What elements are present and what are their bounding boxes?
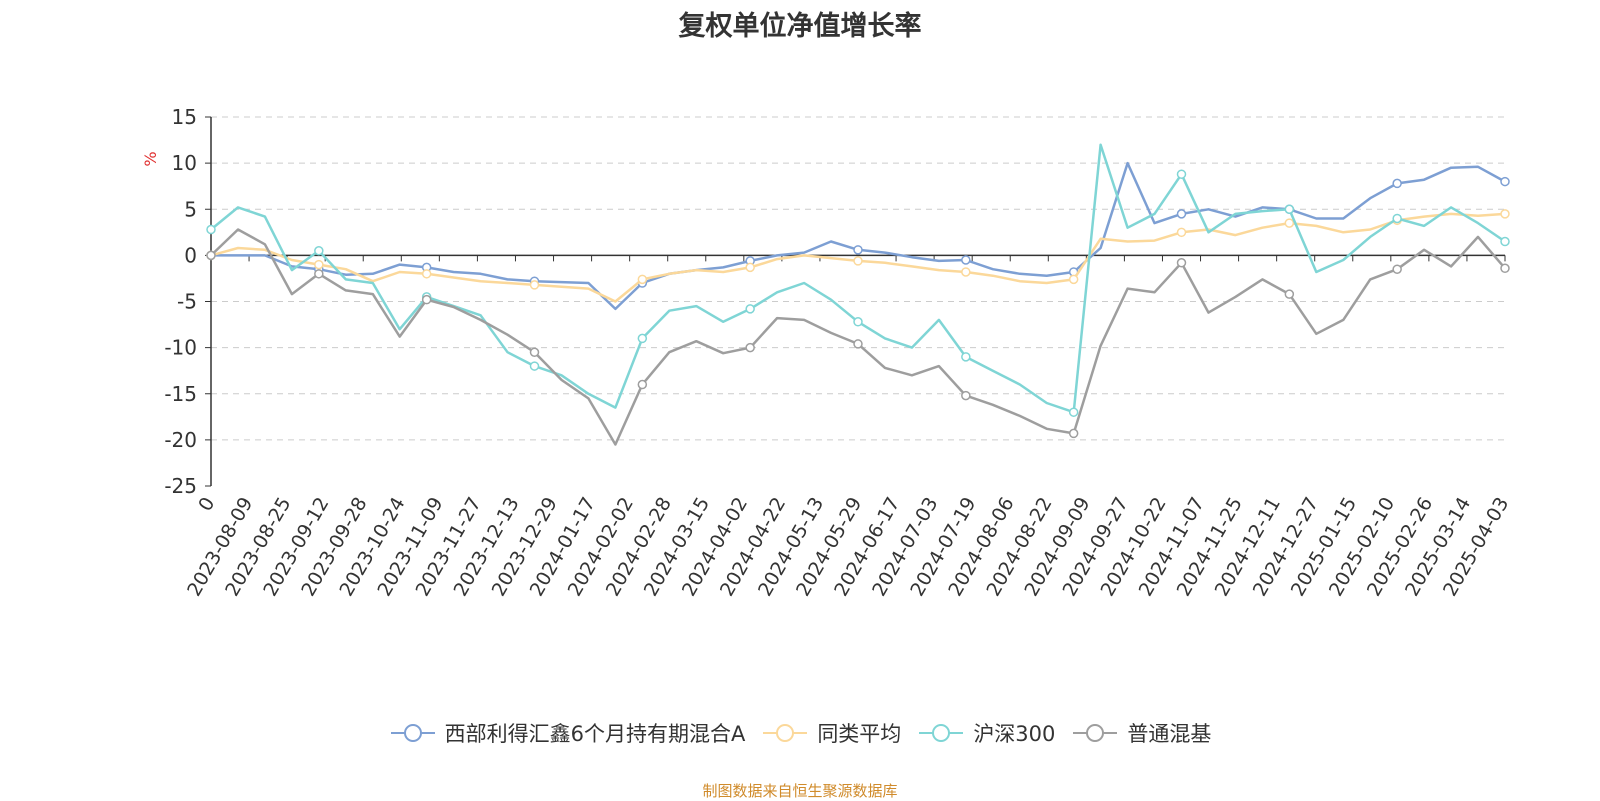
y-tick-label: -15 — [164, 382, 197, 406]
legend-marker-icon — [763, 724, 808, 742]
data-point[interactable] — [637, 274, 648, 285]
data-point[interactable] — [961, 352, 971, 362]
data-point[interactable] — [1500, 236, 1510, 247]
data-point[interactable] — [745, 262, 755, 273]
data-point[interactable] — [1392, 264, 1402, 274]
x-tick-label: 0 — [194, 494, 219, 515]
y-tick-label: -25 — [164, 474, 197, 498]
data-point[interactable] — [637, 333, 648, 344]
y-tick-label: -5 — [177, 290, 197, 314]
y-tick-label: 0 — [184, 243, 197, 267]
data-point[interactable] — [421, 269, 432, 279]
data-point[interactable] — [961, 267, 971, 277]
data-point[interactable] — [421, 294, 432, 305]
legend-marker-icon — [390, 724, 435, 742]
data-point[interactable] — [637, 379, 648, 390]
data-point[interactable] — [961, 255, 971, 265]
series-line-0 — [211, 161, 1506, 311]
data-point[interactable] — [529, 347, 540, 357]
data-point[interactable] — [961, 390, 971, 401]
data-point[interactable] — [1392, 213, 1402, 224]
data-point[interactable] — [1068, 407, 1079, 417]
data-point[interactable] — [1176, 209, 1187, 219]
legend-marker-icon — [1073, 724, 1118, 742]
data-point[interactable] — [206, 250, 216, 261]
data-point[interactable] — [1284, 204, 1295, 214]
data-point[interactable] — [853, 317, 863, 327]
y-tick-label: -20 — [164, 428, 197, 452]
legend-label: 普通混基 — [1127, 722, 1212, 746]
data-point[interactable] — [1068, 274, 1079, 285]
data-point[interactable] — [529, 361, 540, 371]
y-tick-label: 5 — [184, 197, 197, 221]
data-point[interactable] — [853, 256, 863, 266]
data-point[interactable] — [1500, 209, 1510, 219]
legend-marker-icon — [919, 724, 964, 742]
data-point[interactable] — [1500, 176, 1510, 187]
legend-item-1[interactable]: 同类平均 — [761, 718, 901, 748]
legend-item-0[interactable]: 西部利得汇鑫6个月持有期混合A — [389, 718, 746, 748]
data-point[interactable] — [314, 269, 324, 279]
data-point[interactable] — [1284, 289, 1295, 299]
legend-label: 同类平均 — [817, 722, 902, 746]
legend-label: 西部利得汇鑫6个月持有期混合A — [444, 722, 746, 746]
series-line-2 — [210, 143, 1506, 414]
data-point[interactable] — [314, 259, 324, 270]
data-source-footer: 制图数据来自恒生聚源数据库 — [702, 782, 898, 800]
legend-item-2[interactable]: 沪深300 — [917, 718, 1055, 748]
data-point[interactable] — [1392, 178, 1402, 189]
data-point[interactable] — [1068, 428, 1079, 439]
legend-label: 沪深300 — [973, 722, 1056, 746]
data-point[interactable] — [745, 342, 755, 353]
data-point[interactable] — [1500, 263, 1510, 274]
y-axis-label: % — [141, 151, 160, 166]
legend-item-3[interactable]: 普通混基 — [1071, 718, 1211, 748]
data-point[interactable] — [1176, 227, 1187, 238]
data-point[interactable] — [206, 224, 216, 235]
y-tick-label: 10 — [172, 151, 197, 175]
data-point[interactable] — [1284, 218, 1295, 228]
data-point[interactable] — [1176, 169, 1187, 179]
data-point[interactable] — [745, 304, 755, 314]
data-point[interactable] — [314, 246, 324, 256]
chart-title: 复权单位净值增长率 — [678, 11, 922, 42]
data-point[interactable] — [853, 245, 863, 255]
data-point[interactable] — [1176, 258, 1187, 268]
y-tick-label: 15 — [172, 105, 197, 129]
chart-legend: 西部利得汇鑫6个月持有期混合A 同类平均 沪深300 普通混基 — [0, 718, 1600, 748]
data-point[interactable] — [529, 280, 540, 290]
y-tick-label: -10 — [164, 336, 197, 360]
data-point[interactable] — [853, 339, 863, 349]
